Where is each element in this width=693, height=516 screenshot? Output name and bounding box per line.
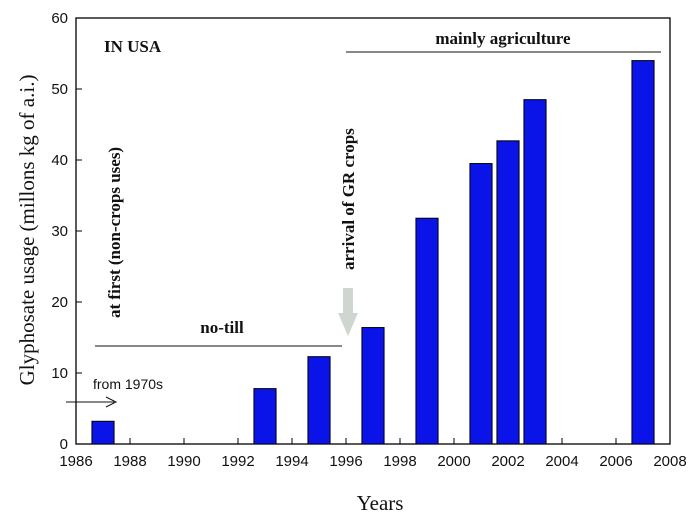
agriculture-label: mainly agriculture (435, 29, 571, 48)
y-tick-label: 30 (51, 223, 68, 240)
x-tick-label: 1998 (383, 453, 416, 470)
y-axis-title: Glyphosate usage (millons kg of a.i.) (15, 75, 39, 386)
y-tick-label: 60 (51, 10, 68, 27)
bar-1999 (415, 217, 439, 445)
y-tick-label: 40 (51, 152, 68, 169)
right-arrow-icon (66, 396, 118, 408)
bar-1987 (91, 420, 115, 445)
x-tick-label: 2002 (491, 453, 524, 470)
bar-2007 (631, 60, 655, 445)
x-tick-label: 1986 (59, 453, 92, 470)
x-tick-label: 2008 (653, 453, 686, 470)
bar-2001 (469, 163, 493, 445)
bar-2002 (496, 140, 520, 445)
x-tick-label: 1988 (113, 453, 146, 470)
first-use-label: at first (non-crops uses) (105, 147, 124, 318)
no-till-label: no-till (200, 318, 244, 337)
x-tick-label: 2004 (545, 453, 578, 470)
x-tick-label: 2000 (437, 453, 470, 470)
region-label: IN USA (104, 37, 162, 56)
y-tick-label: 50 (51, 81, 68, 98)
y-tick-label: 10 (51, 365, 68, 382)
bars (91, 60, 655, 445)
y-tick-label: 20 (51, 294, 68, 311)
x-tick-label: 1990 (167, 453, 200, 470)
y-tick-label: 0 (60, 436, 68, 453)
bar-1993 (253, 388, 277, 445)
bar-2003 (523, 99, 547, 445)
y-axis: 0 10 20 30 40 50 60 (51, 10, 82, 453)
x-axis-title: Years (357, 491, 404, 515)
gr-crops-label: arrival of GR crops (339, 128, 358, 270)
bar-1997 (361, 327, 385, 445)
x-tick-label: 1996 (329, 453, 362, 470)
x-tick-label: 1994 (275, 453, 308, 470)
from-1970s-label: from 1970s (93, 376, 163, 392)
x-tick-label: 1992 (221, 453, 254, 470)
bar-1995 (307, 356, 331, 445)
x-axis: 1986 1988 1990 1992 1994 1996 1998 2000 2002 2004… (59, 438, 687, 470)
gr-arrow-icon (338, 288, 358, 336)
x-tick-label: 2006 (599, 453, 632, 470)
